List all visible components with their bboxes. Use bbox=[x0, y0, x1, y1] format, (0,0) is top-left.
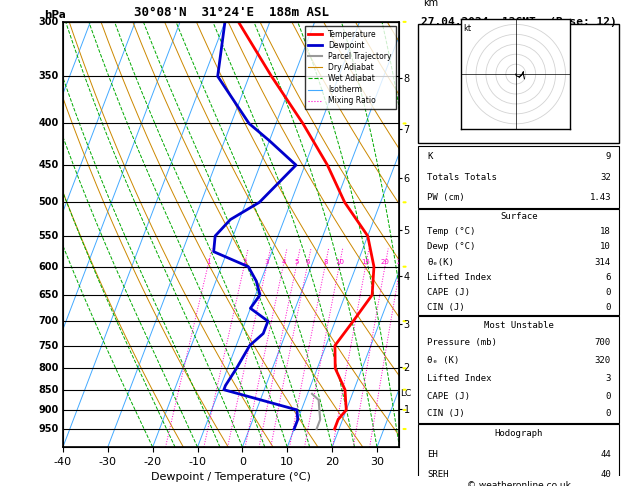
Text: 9: 9 bbox=[606, 152, 611, 161]
Text: Lifted Index: Lifted Index bbox=[427, 374, 491, 383]
Text: 900: 900 bbox=[38, 405, 59, 415]
Text: 44: 44 bbox=[600, 450, 611, 459]
Text: 320: 320 bbox=[595, 356, 611, 365]
Text: Surface: Surface bbox=[500, 212, 538, 221]
Title: 30°08'N  31°24'E  188m ASL: 30°08'N 31°24'E 188m ASL bbox=[133, 6, 329, 19]
Text: Hodograph: Hodograph bbox=[495, 429, 543, 438]
Text: K: K bbox=[427, 152, 432, 161]
Text: 32: 32 bbox=[600, 173, 611, 182]
Text: © weatheronline.co.uk: © weatheronline.co.uk bbox=[467, 481, 571, 486]
Text: 400: 400 bbox=[38, 119, 59, 128]
Text: 5: 5 bbox=[294, 259, 299, 265]
Text: EH: EH bbox=[427, 450, 438, 459]
Text: 500: 500 bbox=[38, 197, 59, 208]
Text: 4: 4 bbox=[281, 259, 286, 265]
Text: Most Unstable: Most Unstable bbox=[484, 321, 554, 330]
Text: 950: 950 bbox=[38, 424, 59, 434]
Text: LCL: LCL bbox=[400, 389, 416, 399]
Text: 350: 350 bbox=[38, 71, 59, 81]
Text: 3: 3 bbox=[606, 374, 611, 383]
Text: 20: 20 bbox=[381, 259, 390, 265]
Text: Temp (°C): Temp (°C) bbox=[427, 227, 476, 236]
Text: CAPE (J): CAPE (J) bbox=[427, 392, 470, 400]
Text: Pressure (mb): Pressure (mb) bbox=[427, 338, 497, 347]
Text: Mixing Ratio (g/kg): Mixing Ratio (g/kg) bbox=[440, 189, 450, 280]
Text: SREH: SREH bbox=[427, 470, 448, 479]
Text: 0: 0 bbox=[606, 409, 611, 418]
Text: 1.43: 1.43 bbox=[589, 193, 611, 202]
Text: 0: 0 bbox=[606, 288, 611, 297]
Text: 600: 600 bbox=[38, 261, 59, 272]
Text: CAPE (J): CAPE (J) bbox=[427, 288, 470, 297]
Text: 6: 6 bbox=[305, 259, 310, 265]
Text: 850: 850 bbox=[38, 385, 59, 395]
Text: 3: 3 bbox=[265, 259, 269, 265]
X-axis label: Dewpoint / Temperature (°C): Dewpoint / Temperature (°C) bbox=[151, 472, 311, 483]
Text: km
ASL: km ASL bbox=[423, 0, 441, 20]
Text: 1: 1 bbox=[206, 259, 210, 265]
Text: θₑ(K): θₑ(K) bbox=[427, 258, 454, 267]
Text: 750: 750 bbox=[38, 341, 59, 350]
Text: 25: 25 bbox=[396, 259, 405, 265]
Text: 18: 18 bbox=[600, 227, 611, 236]
Text: 0: 0 bbox=[606, 303, 611, 312]
Text: 450: 450 bbox=[38, 160, 59, 170]
Bar bbox=[418, 146, 620, 208]
Text: hPa: hPa bbox=[45, 10, 66, 20]
Legend: Temperature, Dewpoint, Parcel Trajectory, Dry Adiabat, Wet Adiabat, Isotherm, Mi: Temperature, Dewpoint, Parcel Trajectory… bbox=[304, 26, 396, 109]
Text: Dewp (°C): Dewp (°C) bbox=[427, 243, 476, 251]
Text: kt: kt bbox=[463, 24, 471, 34]
Text: 0: 0 bbox=[606, 392, 611, 400]
Text: 10: 10 bbox=[600, 243, 611, 251]
Text: 8: 8 bbox=[323, 259, 328, 265]
Text: Totals Totals: Totals Totals bbox=[427, 173, 497, 182]
Text: 6: 6 bbox=[606, 273, 611, 282]
Bar bbox=[418, 316, 620, 423]
Text: CIN (J): CIN (J) bbox=[427, 409, 465, 418]
Bar bbox=[418, 424, 620, 486]
Text: 550: 550 bbox=[38, 231, 59, 241]
Text: 314: 314 bbox=[595, 258, 611, 267]
Text: CIN (J): CIN (J) bbox=[427, 303, 465, 312]
Text: 40: 40 bbox=[600, 470, 611, 479]
Text: 15: 15 bbox=[362, 259, 370, 265]
Text: 800: 800 bbox=[38, 364, 59, 373]
Bar bbox=[418, 24, 620, 143]
Text: 300: 300 bbox=[38, 17, 59, 27]
Text: θₑ (K): θₑ (K) bbox=[427, 356, 459, 365]
Text: Lifted Index: Lifted Index bbox=[427, 273, 491, 282]
Text: 650: 650 bbox=[38, 290, 59, 300]
Text: 700: 700 bbox=[595, 338, 611, 347]
Text: 700: 700 bbox=[38, 316, 59, 326]
Text: 27.04.2024  12GMT  (Base: 12): 27.04.2024 12GMT (Base: 12) bbox=[421, 17, 617, 27]
Text: 2: 2 bbox=[242, 259, 247, 265]
Text: 10: 10 bbox=[335, 259, 344, 265]
Bar bbox=[418, 209, 620, 315]
Text: PW (cm): PW (cm) bbox=[427, 193, 465, 202]
